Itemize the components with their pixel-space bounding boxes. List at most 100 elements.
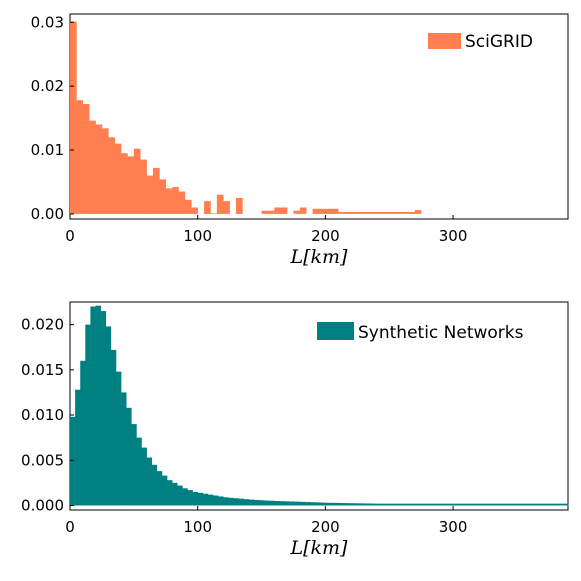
histogram-bar <box>391 503 398 506</box>
histogram-bar <box>100 311 107 506</box>
histogram-bar <box>432 503 439 506</box>
y-tick-label: 0.010 <box>21 406 64 424</box>
x-tick-label: 0 <box>65 518 75 536</box>
histogram-bar <box>402 211 409 214</box>
histogram-bar <box>417 503 423 506</box>
legend-swatch <box>428 33 461 49</box>
histogram-bar <box>565 503 569 506</box>
histogram-bar <box>269 500 275 506</box>
histogram-bar <box>264 500 270 506</box>
histogram-bar <box>95 305 101 506</box>
histogram-bar <box>382 211 390 214</box>
histogram-bar <box>345 503 352 506</box>
histogram-bar <box>89 120 96 214</box>
histogram-bar <box>396 503 403 506</box>
histogram-bar <box>389 211 396 214</box>
histogram-bar <box>146 457 153 506</box>
histogram-bar <box>267 210 275 214</box>
y-tick-label: 0.015 <box>21 361 64 379</box>
histogram-bar <box>315 502 321 506</box>
histogram-bar <box>509 503 515 506</box>
x-tick-label: 100 <box>183 227 212 245</box>
legend-label: Synthetic Networks <box>358 323 524 343</box>
histogram-bar <box>427 503 433 506</box>
y-tick-label: 0.01 <box>31 141 64 159</box>
histogram-bar <box>187 490 193 506</box>
y-tick-label: 0.005 <box>21 451 64 469</box>
histogram-bar <box>261 210 269 214</box>
histogram-bar <box>408 211 416 214</box>
histogram-bar <box>136 437 142 506</box>
histogram-bar <box>105 326 112 506</box>
x-tick-label: 200 <box>311 518 340 536</box>
histogram-bar <box>363 211 371 214</box>
legend: SciGRID <box>428 32 533 52</box>
histogram-bar <box>153 167 160 214</box>
histogram-bar <box>210 213 218 214</box>
histogram-bar <box>121 392 127 506</box>
x-tick-label: 300 <box>439 518 468 536</box>
histogram-bar <box>184 199 192 214</box>
histogram-bar <box>514 503 520 506</box>
histogram-bar <box>407 503 413 506</box>
histogram-bars <box>70 21 422 214</box>
histogram-bar <box>370 211 377 214</box>
histogram-bar <box>172 187 179 214</box>
histogram-bar <box>156 471 163 506</box>
histogram-bar <box>207 494 214 506</box>
histogram-bar <box>141 447 147 506</box>
histogram-bar <box>304 502 311 506</box>
histogram-bar <box>386 503 393 506</box>
histogram-bar <box>325 208 333 214</box>
histogram-bar <box>350 503 357 506</box>
histogram-bar <box>114 143 122 214</box>
histogram-bar <box>75 389 81 506</box>
histogram-bar <box>493 503 500 506</box>
histogram-bar <box>483 503 490 506</box>
histogram-bar <box>127 156 135 214</box>
histogram-bar <box>545 503 551 506</box>
histogram-bar <box>376 503 382 506</box>
histogram-bar <box>366 503 372 506</box>
histogram-bar <box>213 495 219 506</box>
histogram-bar <box>310 502 316 506</box>
legend: Synthetic Networks <box>317 322 524 343</box>
y-tick-label: 0.03 <box>31 13 64 31</box>
histogram-bar <box>534 503 541 506</box>
histogram-bar <box>70 416 76 506</box>
histogram-bar <box>539 503 546 506</box>
histogram-bar <box>172 482 178 506</box>
histogram-bar <box>204 201 211 214</box>
histogram-bar <box>197 492 204 506</box>
histogram-bar <box>228 497 234 506</box>
y-tick-label: 0.02 <box>31 77 64 95</box>
histogram-bar <box>76 100 84 214</box>
histogram-bar <box>312 208 320 214</box>
histogram-bar <box>284 501 290 506</box>
histogram-bar <box>80 360 86 506</box>
histogram-bar <box>331 208 339 214</box>
histogram-bar <box>473 503 479 506</box>
histogram-bar <box>243 499 250 506</box>
histogram-bar <box>126 407 132 506</box>
histogram-bar <box>202 493 209 506</box>
x-tick-label: 300 <box>439 227 468 245</box>
histogram-bar <box>340 503 347 506</box>
histogram-bar <box>236 197 243 214</box>
y-tick-label: 0.020 <box>21 316 64 334</box>
histogram-bar <box>70 21 77 214</box>
histogram-bar <box>274 500 280 506</box>
x-tick-label: 0 <box>65 227 75 245</box>
histogram-bar <box>414 210 422 214</box>
histogram-bar <box>253 500 260 506</box>
histogram-bar <box>555 503 561 506</box>
histogram-bar <box>453 503 459 506</box>
histogram-bar <box>274 207 281 214</box>
histogram-bar <box>442 503 449 506</box>
histogram-bar <box>191 207 198 214</box>
histogram-bar <box>499 503 505 506</box>
histogram-bar <box>319 208 326 214</box>
histogram-bar <box>165 188 173 214</box>
x-axis-ticks: 0 100 200 300 <box>65 506 467 536</box>
histogram-bar <box>140 159 147 214</box>
